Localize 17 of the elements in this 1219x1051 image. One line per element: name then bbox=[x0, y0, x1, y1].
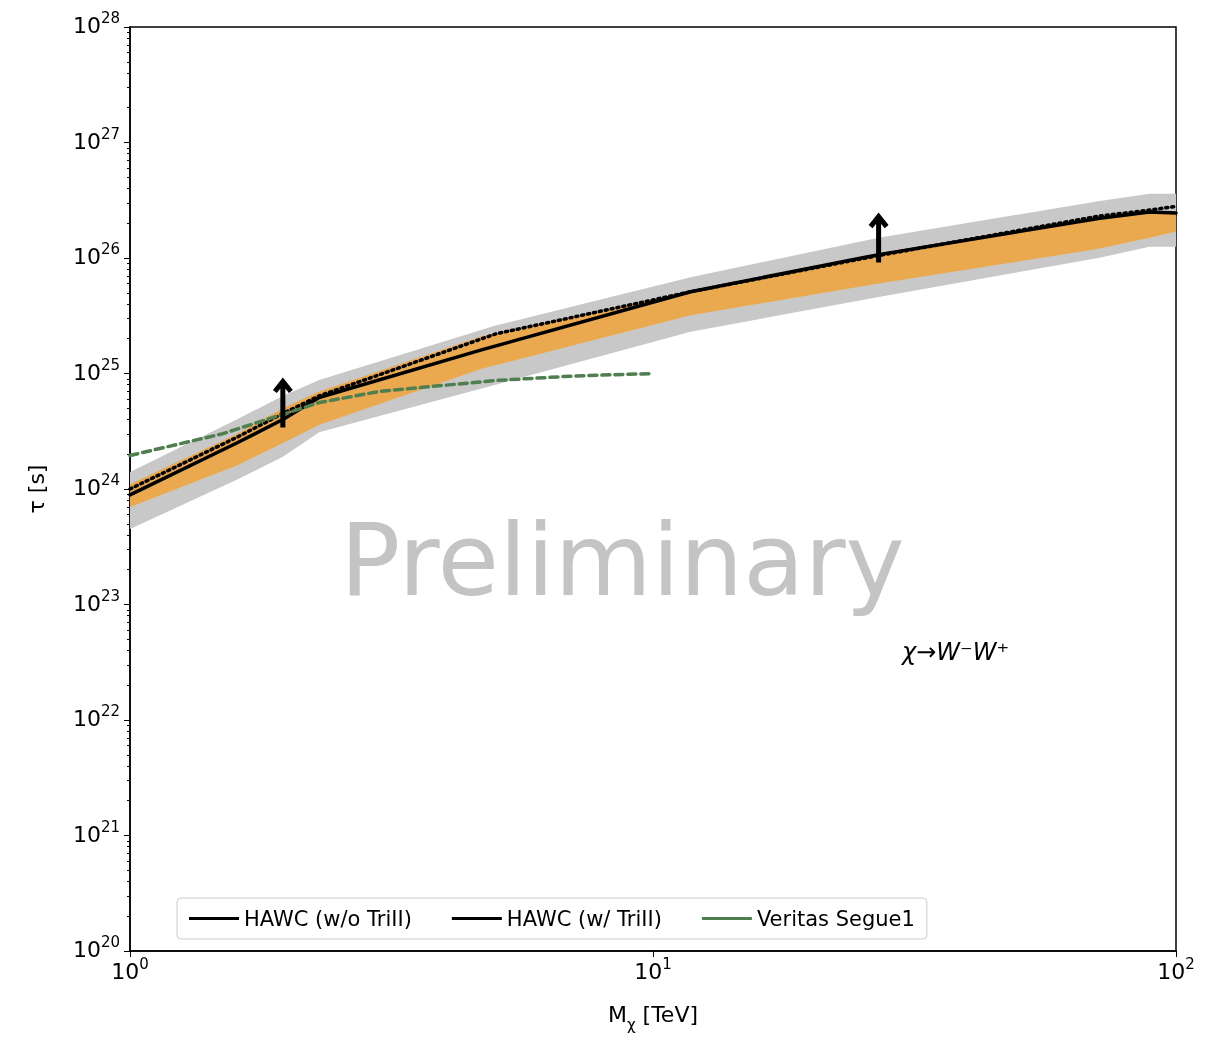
y-axis-title: τ [s] bbox=[24, 464, 49, 514]
x-tick-label: 10$^{2}$ bbox=[1157, 954, 1195, 984]
y-tick-label: 10$^{24}$ bbox=[72, 470, 120, 500]
y-tick-label: 10$^{27}$ bbox=[72, 124, 120, 154]
legend-label: HAWC (w/o TriII) bbox=[244, 906, 412, 931]
x-axis-title: M$_{χ}$ [TeV] bbox=[607, 1002, 699, 1034]
y-tick-label: 10$^{23}$ bbox=[72, 586, 120, 616]
y-tick-label: 10$^{22}$ bbox=[72, 701, 120, 731]
legend-label: Veritas Segue1 bbox=[756, 906, 915, 931]
legend-label: HAWC (w/ TriII) bbox=[506, 906, 662, 931]
y-tick-label: 10$^{25}$ bbox=[72, 355, 120, 385]
x-tick-label: 10$^{1}$ bbox=[634, 954, 672, 984]
y-tick-label: 10$^{21}$ bbox=[72, 817, 120, 847]
annotation: Preliminary bbox=[340, 501, 905, 619]
y-tick-label: 10$^{28}$ bbox=[72, 8, 120, 38]
y-tick-label: 10$^{26}$ bbox=[72, 239, 120, 269]
annotation: χ→W⁻W⁺ bbox=[900, 638, 1010, 666]
